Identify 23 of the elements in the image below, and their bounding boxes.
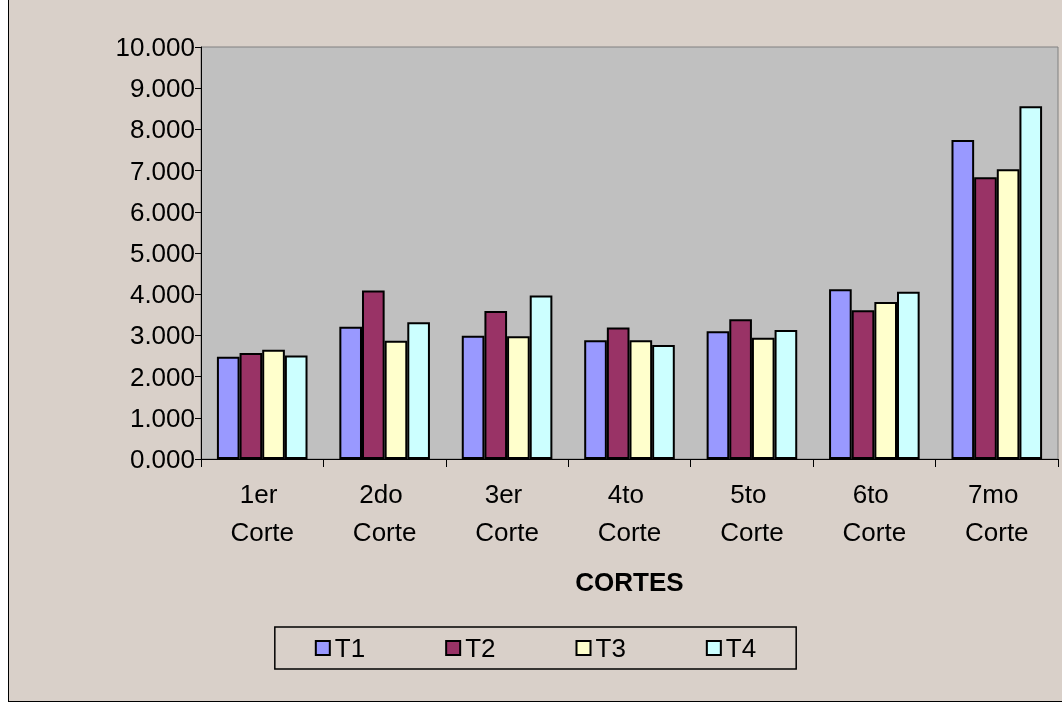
x-tick-label: 5to Corte	[720, 479, 784, 547]
y-tick-label: 2.000	[129, 361, 195, 392]
y-tick-label: 9.000	[129, 73, 195, 104]
x-tick-label: 3er Corte	[475, 479, 539, 547]
y-tick-label: 4.000	[129, 279, 195, 310]
x-tick-label: 7mo Corte	[965, 479, 1029, 547]
y-tick-label: 0.000	[129, 444, 195, 474]
y-tick-label: 10.000	[115, 32, 195, 62]
legend-label: T4	[725, 633, 757, 663]
legend-label: T2	[465, 633, 496, 663]
x-tick-label: 1er Corte	[230, 479, 294, 547]
x-tick-label: 4to Corte	[597, 479, 662, 547]
x-axis-title: CORTES	[575, 567, 684, 597]
x-tick-label: 6to Corte	[842, 479, 907, 547]
y-tick-label: 5.000	[129, 238, 195, 268]
y-tick-label: 7.000	[129, 155, 195, 186]
y-tick-label: 1.000	[129, 402, 195, 433]
y-tick-label: 6.000	[129, 196, 195, 227]
y-tick-label: 3.000	[129, 320, 195, 351]
legend-label: T1	[334, 633, 366, 663]
x-tick-label: 2do Corte	[352, 479, 417, 547]
legend-label: T3	[595, 633, 626, 663]
y-tick-label: 8.000	[129, 114, 195, 145]
